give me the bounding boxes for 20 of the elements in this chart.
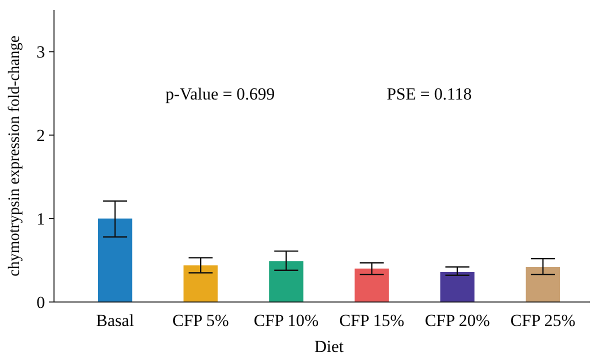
bar — [184, 265, 218, 302]
y-tick-label: 0 — [36, 292, 45, 312]
bar — [98, 218, 132, 302]
x-tick-label: CFP 10% — [254, 311, 319, 330]
x-tick-label: CFP 25% — [510, 311, 576, 330]
y-tick-label: 1 — [36, 210, 45, 229]
annotation: p-Value = 0.699 — [166, 84, 275, 104]
bar — [440, 272, 474, 302]
x-tick-label: Basal — [96, 311, 134, 330]
y-tick-label: 3 — [36, 42, 45, 62]
bar — [354, 268, 389, 302]
bar — [526, 266, 560, 302]
annotation: PSE = 0.118 — [386, 84, 472, 104]
x-axis-title: Diet — [314, 337, 344, 356]
x-tick-label: CFP 15% — [339, 311, 404, 330]
bar — [269, 261, 304, 302]
x-tick-label: CFP 20% — [424, 311, 490, 330]
x-tick-label: CFP 5% — [172, 311, 229, 330]
y-tick-label: 2 — [36, 126, 45, 146]
y-axis-title: chymotrypsin expression fold-change — [6, 36, 23, 276]
